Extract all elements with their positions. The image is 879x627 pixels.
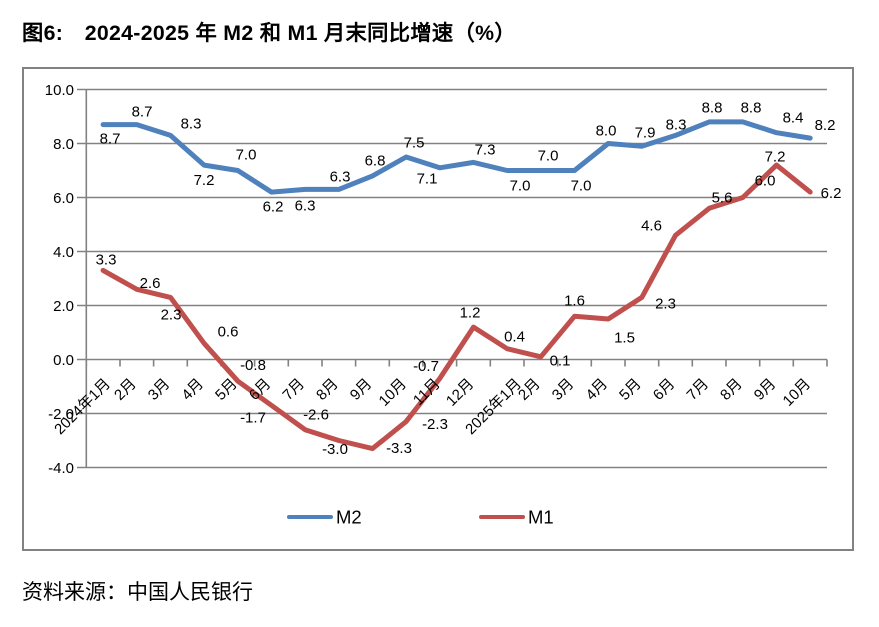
svg-text:7.0: 7.0 xyxy=(538,147,559,164)
svg-text:6.2: 6.2 xyxy=(263,198,284,215)
svg-text:6.2: 6.2 xyxy=(821,185,842,202)
svg-text:4.6: 4.6 xyxy=(641,217,662,234)
svg-text:12月: 12月 xyxy=(443,375,477,409)
svg-text:7.5: 7.5 xyxy=(404,134,425,151)
svg-text:-3.3: -3.3 xyxy=(386,440,412,457)
svg-text:8.8: 8.8 xyxy=(702,99,723,116)
svg-text:-4.0: -4.0 xyxy=(48,460,74,477)
svg-text:8.7: 8.7 xyxy=(132,103,153,120)
svg-text:10月: 10月 xyxy=(376,375,410,409)
svg-text:7月: 7月 xyxy=(279,375,308,404)
svg-text:6月: 6月 xyxy=(650,375,679,404)
svg-text:6.0: 6.0 xyxy=(53,190,74,207)
svg-text:-0.7: -0.7 xyxy=(413,358,439,375)
svg-text:2.3: 2.3 xyxy=(161,306,182,323)
svg-text:8.3: 8.3 xyxy=(181,115,202,132)
svg-text:2月: 2月 xyxy=(515,375,544,404)
svg-text:8.7: 8.7 xyxy=(100,130,121,147)
svg-text:8.4: 8.4 xyxy=(783,109,804,126)
svg-text:8月: 8月 xyxy=(313,375,342,404)
svg-text:6.0: 6.0 xyxy=(755,172,776,189)
svg-text:5月: 5月 xyxy=(616,375,645,404)
svg-text:7.0: 7.0 xyxy=(510,177,531,194)
svg-text:-2.0: -2.0 xyxy=(48,406,74,423)
svg-text:2月: 2月 xyxy=(111,375,140,404)
svg-text:8.3: 8.3 xyxy=(666,116,687,133)
svg-text:3.3: 3.3 xyxy=(96,251,117,268)
svg-text:8.2: 8.2 xyxy=(815,117,836,134)
svg-text:10.0: 10.0 xyxy=(45,82,74,99)
svg-text:0.0: 0.0 xyxy=(53,352,74,369)
svg-text:0.6: 0.6 xyxy=(218,323,239,340)
svg-text:9月: 9月 xyxy=(347,375,376,404)
svg-text:1.5: 1.5 xyxy=(614,329,635,346)
svg-text:4月: 4月 xyxy=(178,375,207,404)
svg-text:5.6: 5.6 xyxy=(712,189,733,206)
svg-text:3月: 3月 xyxy=(145,375,174,404)
svg-text:8月: 8月 xyxy=(717,375,746,404)
svg-text:8.0: 8.0 xyxy=(53,136,74,153)
svg-text:7.9: 7.9 xyxy=(635,124,656,141)
svg-text:0.1: 0.1 xyxy=(550,352,571,369)
svg-text:6.3: 6.3 xyxy=(330,168,351,185)
svg-text:8.0: 8.0 xyxy=(596,122,617,139)
svg-text:2.0: 2.0 xyxy=(53,298,74,315)
svg-text:4月: 4月 xyxy=(583,375,612,404)
svg-text:7.3: 7.3 xyxy=(475,141,496,158)
svg-text:1.6: 1.6 xyxy=(564,292,585,309)
svg-text:-3.0: -3.0 xyxy=(322,441,348,458)
svg-text:6.3: 6.3 xyxy=(295,197,316,214)
svg-text:7.0: 7.0 xyxy=(236,146,257,163)
svg-text:M2: M2 xyxy=(336,507,362,528)
svg-text:0.4: 0.4 xyxy=(504,328,525,345)
svg-text:6月: 6月 xyxy=(246,375,275,404)
svg-text:7.0: 7.0 xyxy=(571,177,592,194)
svg-text:2.3: 2.3 xyxy=(655,295,676,312)
svg-text:3月: 3月 xyxy=(549,375,578,404)
svg-text:-1.7: -1.7 xyxy=(240,409,266,426)
svg-text:-0.8: -0.8 xyxy=(240,357,266,374)
svg-text:7.1: 7.1 xyxy=(417,170,438,187)
svg-text:1.2: 1.2 xyxy=(460,304,481,321)
svg-text:6.8: 6.8 xyxy=(365,152,386,169)
svg-text:10月: 10月 xyxy=(780,375,814,409)
svg-text:8.8: 8.8 xyxy=(741,99,762,116)
svg-text:7月: 7月 xyxy=(684,375,713,404)
svg-text:-2.3: -2.3 xyxy=(422,416,448,433)
svg-text:2.6: 2.6 xyxy=(140,275,161,292)
svg-text:7.2: 7.2 xyxy=(194,172,215,189)
svg-text:-2.6: -2.6 xyxy=(303,406,329,423)
svg-text:9月: 9月 xyxy=(751,375,780,404)
svg-text:7.2: 7.2 xyxy=(765,148,786,165)
svg-text:M1: M1 xyxy=(528,507,554,528)
svg-text:4.0: 4.0 xyxy=(53,244,74,261)
